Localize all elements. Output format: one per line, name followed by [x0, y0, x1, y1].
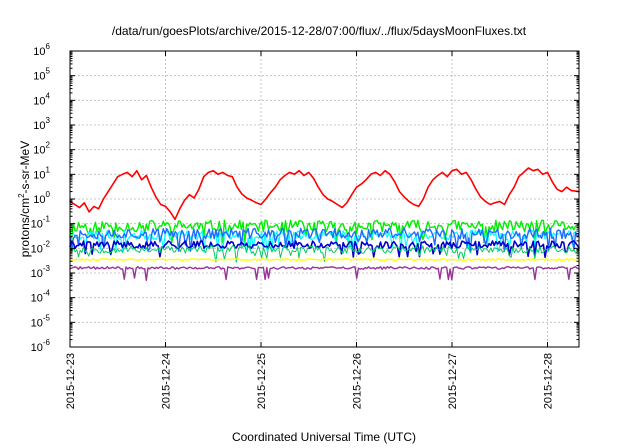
y-axis-label-base: protons/cm	[18, 198, 32, 257]
y-tick-label: 10-4	[31, 289, 51, 305]
series-line-6	[69, 245, 580, 263]
series-line-5	[69, 240, 580, 259]
series-line-3	[69, 229, 580, 253]
x-tick-label: 2015-12-24	[160, 353, 172, 409]
y-tick-label: 10-1	[31, 215, 51, 231]
y-tick-label: 10-6	[31, 338, 51, 354]
series-line-8	[69, 266, 580, 281]
chart-title: /data/run/goesPlots/archive/2015-12-28/0…	[112, 24, 527, 38]
x-tick-label: 2015-12-25	[256, 353, 268, 409]
series-line-7	[69, 258, 580, 262]
series-line-4	[69, 227, 580, 252]
y-tick-label: 106	[33, 42, 50, 58]
series-line-2	[69, 219, 580, 244]
series-lines	[69, 167, 580, 281]
y-axis-label: protons/cm2-s-sr-MeV	[17, 141, 32, 257]
x-tick-label: 2015-12-27	[447, 353, 459, 409]
y-tick-label: 10-5	[31, 313, 51, 329]
y-tick-label: 105	[33, 67, 50, 83]
y-tick-label: 10-3	[31, 264, 51, 280]
series-line-1	[69, 167, 580, 221]
y-tick-label: 102	[33, 141, 50, 157]
y-axis-label-rest: -s-sr-MeV	[18, 141, 32, 194]
x-axis: 2015-12-23 2015-12-24 2015-12-25 2015-12-26…	[65, 51, 554, 409]
y-tick-label: 101	[33, 165, 50, 181]
y-tick-label: 103	[33, 116, 50, 132]
x-tick-label: 2015-12-23	[65, 353, 77, 409]
x-tick-label: 2015-12-28	[542, 353, 554, 409]
x-tick-label: 2015-12-26	[351, 353, 363, 409]
y-tick-label: 100	[33, 190, 50, 206]
y-axis: 10-6 10-5 10-4 10-3 10-2 10-1 100 101 102 103 104 1…	[31, 42, 579, 354]
y-tick-label: 10-2	[31, 239, 51, 255]
y-axis-label-sup: 2	[17, 193, 26, 198]
x-axis-label: Coordinated Universal Time (UTC)	[232, 430, 416, 444]
grid	[70, 51, 579, 347]
y-tick-label: 104	[33, 91, 50, 107]
